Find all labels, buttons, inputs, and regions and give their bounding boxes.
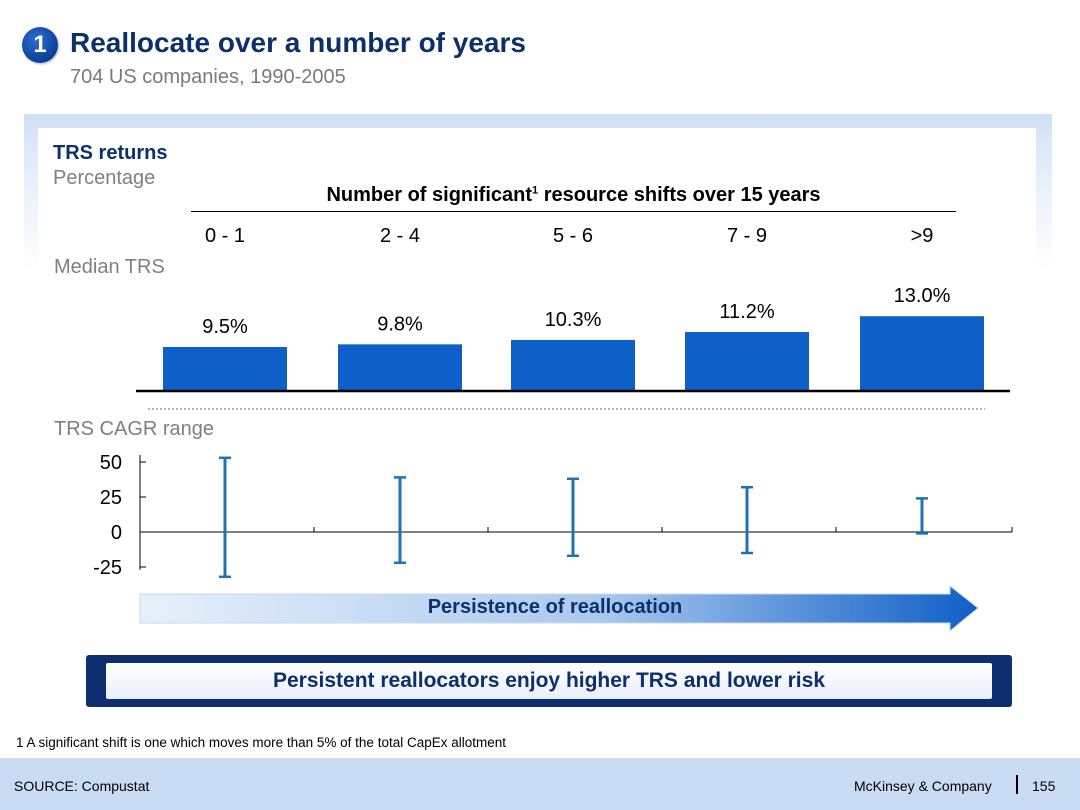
step-number-badge: 1: [22, 27, 58, 63]
page-number: 155: [1032, 778, 1056, 794]
category-label: 2 - 4: [380, 225, 420, 247]
trs-range-bar: [741, 485, 753, 555]
brand-text: McKinsey & Company: [854, 778, 992, 794]
chart-subtitle: Percentage: [53, 167, 156, 189]
chart-title: TRS returns: [53, 142, 168, 164]
trs-range-bar: [394, 476, 406, 565]
footnote: 1 A significant shift is one which moves…: [16, 735, 507, 750]
chart-header-panel-inner: [38, 128, 1036, 278]
y-tick-label: 50: [100, 452, 122, 474]
conclusion-text: Persistent reallocators enjoy higher TRS…: [106, 663, 992, 699]
page-subtitle: 704 US companies, 1990-2005: [70, 66, 346, 88]
median-trs-bar: [860, 316, 984, 391]
category-header-text-rest: resource shifts over 15 years: [538, 184, 821, 206]
median-trs-bar: [163, 347, 287, 391]
trs-range-bar: [219, 456, 231, 579]
bar-value-label: 10.3%: [545, 309, 602, 331]
bar-value-label: 11.2%: [719, 301, 774, 323]
median-trs-label: Median TRS: [54, 256, 165, 278]
category-label: >9: [911, 225, 934, 247]
trs-range-bar: [567, 477, 579, 558]
page-title: Reallocate over a number of years: [70, 27, 526, 58]
median-trs-bar: [511, 339, 635, 391]
category-header-rule: [191, 211, 956, 212]
median-trs-bar: [685, 332, 809, 391]
category-header-text: Number of significant: [326, 184, 533, 206]
source-text: SOURCE: Compustat: [14, 778, 150, 794]
footer-divider: [1016, 775, 1018, 794]
category-header: Number of significant1 resource shifts o…: [191, 184, 956, 207]
bar-value-label: 9.8%: [377, 313, 423, 335]
trs-range-bar: [916, 497, 928, 535]
y-tick-label: -25: [93, 557, 122, 579]
footer-bar: [0, 758, 1080, 810]
median-trs-bar: [338, 344, 462, 391]
footnote-marker: 1: [532, 184, 539, 197]
category-label: 7 - 9: [727, 225, 767, 247]
y-tick-label: 25: [100, 487, 122, 509]
chart-canvas: 0 - 1 2 - 4 5 - 6 7 - 9 >9 9.5% 9.8% 10.3% 11.2…: [93, 225, 1013, 633]
persistence-arrow: [139, 584, 979, 633]
bar-value-label: 9.5%: [202, 316, 248, 338]
persistence-arrow-label: Persistence of reallocation: [427, 596, 683, 618]
category-label: 0 - 1: [205, 225, 245, 247]
bar-value-label: 13.0%: [894, 285, 951, 307]
y-tick-label: 0: [111, 522, 122, 544]
trs-cagr-range-label: TRS CAGR range: [54, 418, 215, 440]
category-label: 5 - 6: [553, 225, 593, 247]
